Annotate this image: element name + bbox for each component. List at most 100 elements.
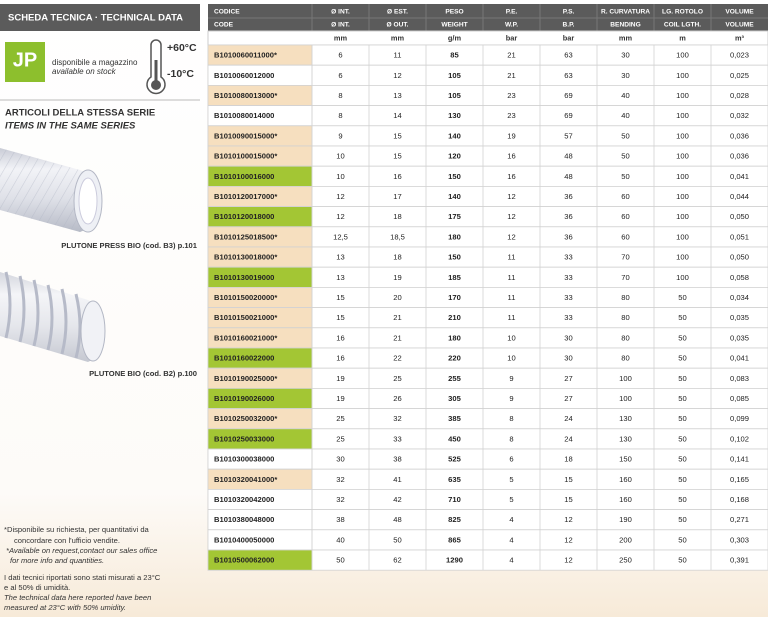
cell: 33 <box>564 253 572 262</box>
code: B1010080013000* <box>214 91 277 100</box>
note: *Disponibile su richiesta, per quantitat… <box>4 525 150 534</box>
cell: 33 <box>564 293 572 302</box>
cell: 0,165 <box>730 475 749 484</box>
cell: 0,391 <box>730 556 749 565</box>
cell: 36 <box>564 232 572 241</box>
cell: 0,044 <box>730 192 749 201</box>
cell: 865 <box>448 535 461 544</box>
column-header: Ø INT. <box>331 8 350 15</box>
code: B1010120017000* <box>214 192 277 201</box>
item-caption: PLUTONE PRESS BIO (cod. B3) p.101 <box>61 241 198 250</box>
cell: 12 <box>507 212 515 221</box>
cell: 32 <box>336 495 344 504</box>
cell: 0,085 <box>730 394 749 403</box>
code: B1010100015000* <box>214 152 277 161</box>
cell: 36 <box>564 212 572 221</box>
code: B1010150020000* <box>214 293 277 302</box>
cell: 100 <box>676 91 689 100</box>
cell: 0,028 <box>730 91 749 100</box>
cell: 27 <box>564 374 572 383</box>
cell: 0,035 <box>730 313 749 322</box>
header-bar <box>0 4 200 31</box>
cell: 18 <box>564 455 572 464</box>
cell: 100 <box>676 232 689 241</box>
cell: 210 <box>448 313 461 322</box>
cell: 13 <box>336 273 344 282</box>
code: B1010130018000* <box>214 253 277 262</box>
unit-label: bar <box>506 33 518 42</box>
cell: 50 <box>678 475 686 484</box>
cell: 11 <box>508 273 516 282</box>
cell: 6 <box>338 51 342 60</box>
hose-image <box>0 148 103 233</box>
cell: 38 <box>336 515 344 524</box>
cell: 85 <box>450 51 459 60</box>
cell: 100 <box>619 374 632 383</box>
unit-label: bar <box>563 33 575 42</box>
cell: 16 <box>336 333 344 342</box>
cell: 0,041 <box>730 354 749 363</box>
cell: 40 <box>621 111 629 120</box>
cell: 18 <box>393 212 401 221</box>
cell: 80 <box>621 293 629 302</box>
code: B1010125018500* <box>214 232 277 241</box>
cell: 69 <box>564 111 572 120</box>
cell: 69 <box>564 91 572 100</box>
thermometer-bulb <box>151 80 161 90</box>
cell: 50 <box>336 556 344 565</box>
cell: 100 <box>676 152 689 161</box>
cell: 40 <box>621 91 629 100</box>
cell: 255 <box>448 374 461 383</box>
cell: 170 <box>448 293 461 302</box>
cell: 12 <box>507 232 515 241</box>
cell: 63 <box>564 51 572 60</box>
cell: 10 <box>336 152 344 161</box>
note: for more info and quantities. <box>10 556 104 565</box>
cell: 50 <box>678 535 686 544</box>
cell: 60 <box>621 192 629 201</box>
cell: 13 <box>393 91 401 100</box>
cell: 50 <box>678 333 686 342</box>
cell: 48 <box>564 172 572 181</box>
cell: 21 <box>507 51 515 60</box>
cell: 27 <box>564 394 572 403</box>
cell: 100 <box>676 172 689 181</box>
cell: 8 <box>338 111 342 120</box>
cell: 50 <box>678 414 686 423</box>
cell: 48 <box>564 152 572 161</box>
cell: 15 <box>336 293 344 302</box>
cell: 180 <box>448 232 461 241</box>
code: B1010060011000* <box>214 51 277 60</box>
code: B1010190025000* <box>214 374 277 383</box>
cell: 5 <box>509 495 513 504</box>
temp-min: -10°C <box>167 68 194 80</box>
cell: 23 <box>507 91 515 100</box>
cell: 190 <box>619 515 632 524</box>
column-header-en: Ø INT. <box>331 21 350 28</box>
cell: 30 <box>621 71 629 80</box>
series-title-en: ITEMS IN THE SAME SERIES <box>5 121 136 132</box>
cell: 185 <box>448 273 461 282</box>
note: e al 50% di umidità. <box>4 583 70 592</box>
logo: JP <box>13 49 37 71</box>
cell: 36 <box>564 192 572 201</box>
cell: 11 <box>508 253 516 262</box>
cell: 50 <box>678 394 686 403</box>
column-header-en: Ø OUT. <box>387 21 409 28</box>
cell: 0,036 <box>730 131 749 140</box>
cell: 50 <box>678 313 686 322</box>
cell: 9 <box>509 374 513 383</box>
cell: 50 <box>621 152 629 161</box>
cell: 70 <box>621 273 629 282</box>
cell: 12 <box>336 212 344 221</box>
code: B1010500062000 <box>214 556 274 565</box>
code: B1010300038000 <box>214 455 274 464</box>
cell: 0,035 <box>730 333 749 342</box>
cell: 50 <box>678 434 686 443</box>
cell: 0,041 <box>730 172 749 181</box>
cell: 80 <box>621 333 629 342</box>
cell: 30 <box>564 354 572 363</box>
cell: 57 <box>564 131 572 140</box>
logo-box <box>5 42 45 82</box>
cell: 15 <box>336 313 344 322</box>
